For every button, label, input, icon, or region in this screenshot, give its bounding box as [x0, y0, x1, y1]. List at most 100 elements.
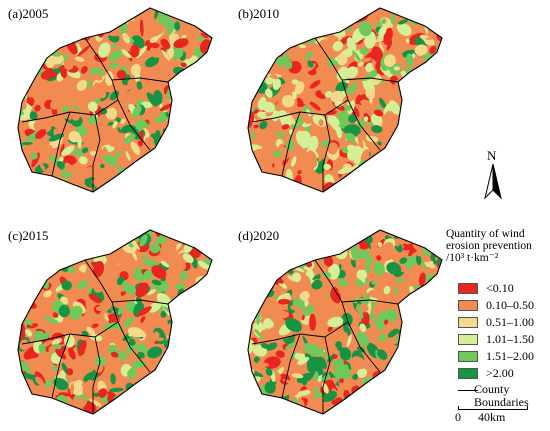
land-patch	[380, 332, 387, 341]
land-patch	[265, 271, 269, 278]
land-patch	[418, 175, 433, 189]
land-patch	[332, 41, 344, 52]
land-patch	[72, 148, 84, 157]
land-patch	[386, 380, 396, 390]
land-patch	[141, 168, 152, 178]
land-patch	[21, 62, 33, 75]
land-patch	[292, 8, 301, 16]
land-patch	[336, 22, 348, 27]
land-patch	[248, 63, 255, 71]
land-patch	[258, 34, 270, 43]
land-patch	[136, 306, 152, 317]
land-patch	[406, 38, 410, 44]
land-patch	[204, 406, 212, 414]
land-patch	[189, 230, 203, 240]
land-patch	[383, 169, 394, 181]
land-patch	[299, 290, 310, 301]
land-patch	[396, 281, 409, 294]
land-patch	[287, 112, 296, 126]
land-patch	[123, 133, 136, 144]
land-patch	[324, 91, 333, 98]
map-panel-2015: (c)2015	[0, 222, 220, 422]
land-patch	[122, 32, 130, 44]
land-patch	[204, 154, 212, 165]
land-patch	[18, 79, 26, 90]
land-patch	[295, 187, 303, 192]
land-patch	[18, 262, 26, 271]
land-patch	[337, 230, 343, 241]
land-patch	[45, 191, 49, 192]
land-patch	[358, 274, 366, 283]
land-patch	[137, 182, 151, 192]
land-patch	[95, 8, 107, 14]
land-patch	[18, 146, 21, 159]
land-patch	[410, 136, 419, 144]
land-patch	[204, 69, 212, 82]
land-patch	[52, 364, 58, 372]
land-patch	[327, 316, 344, 328]
land-patch	[365, 62, 373, 73]
land-patch	[380, 160, 388, 167]
land-patch	[347, 412, 354, 414]
land-patch	[134, 72, 141, 82]
land-patch	[204, 297, 212, 310]
land-patch	[162, 376, 170, 384]
land-patch	[100, 37, 110, 44]
land-patch	[282, 31, 297, 44]
panel-label: (b)2010	[238, 6, 280, 21]
land-patch	[409, 357, 421, 366]
land-patch	[260, 264, 272, 276]
land-patch	[187, 376, 197, 387]
land-patch	[281, 124, 290, 130]
land-patch	[248, 370, 250, 380]
county-boundary	[314, 259, 349, 323]
land-patch	[122, 394, 127, 402]
land-patch	[139, 19, 144, 37]
land-patch	[173, 38, 189, 49]
land-patch	[393, 159, 402, 169]
land-patch	[338, 167, 350, 175]
land-patch	[204, 303, 212, 311]
land-patch	[406, 139, 414, 152]
land-patch	[208, 386, 212, 398]
land-patch	[18, 77, 22, 90]
land-patch	[324, 230, 333, 238]
land-patch	[55, 233, 66, 241]
land-patch	[30, 245, 41, 256]
land-patch	[194, 13, 209, 20]
land-patch	[75, 247, 84, 262]
land-patch	[84, 168, 90, 175]
land-patch	[108, 49, 123, 62]
land-patch	[170, 353, 182, 363]
land-patch	[398, 230, 413, 236]
land-patch	[402, 369, 409, 377]
land-patch	[91, 233, 100, 246]
land-patch	[104, 71, 114, 86]
land-patch	[421, 356, 431, 366]
land-patch	[437, 406, 442, 411]
land-patch	[311, 279, 323, 290]
land-patch	[309, 80, 321, 89]
land-patch	[256, 255, 269, 262]
land-patch	[370, 165, 381, 174]
land-patch	[33, 177, 46, 189]
land-patch	[53, 377, 69, 391]
land-patch	[19, 34, 30, 43]
land-patch	[71, 239, 78, 245]
land-patch	[383, 285, 391, 295]
land-patch	[294, 352, 306, 360]
land-patch	[336, 126, 343, 139]
land-patch	[155, 162, 169, 170]
land-patch	[69, 305, 83, 320]
land-patch	[33, 75, 44, 86]
land-patch	[294, 81, 305, 95]
land-patch	[18, 402, 28, 414]
land-patch	[396, 22, 412, 37]
land-patch	[87, 8, 105, 13]
land-patch	[201, 76, 212, 86]
land-patch	[59, 345, 67, 354]
region-outline	[17, 7, 213, 193]
land-patch	[248, 385, 258, 401]
land-patch	[32, 184, 42, 192]
land-patch	[187, 155, 192, 165]
